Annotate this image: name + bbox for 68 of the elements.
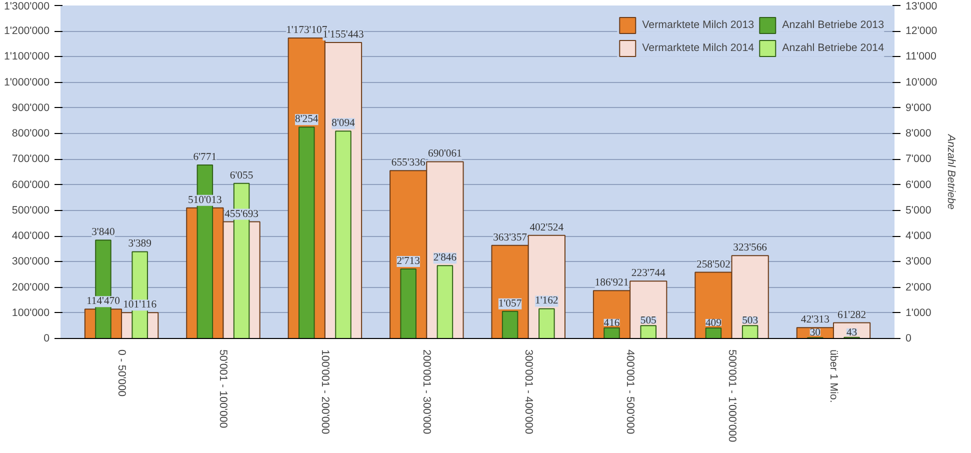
data-label: 186'921 <box>594 278 629 289</box>
data-label: 2'713 <box>396 256 420 268</box>
y2-axis-title: Anzahl Betriebe <box>945 133 958 210</box>
y2-tick-label: 7'000 <box>906 153 932 166</box>
data-label: 223'744 <box>631 268 666 280</box>
y-tick-label: 0 <box>44 332 50 344</box>
y2-tick-label: 5'000 <box>906 204 932 216</box>
y2-tick-label: 3'000 <box>906 256 932 268</box>
x-tick-label: über 1 Mio. <box>827 350 840 403</box>
y2-tick-label: 6'000 <box>906 178 932 191</box>
y-tick-label: 500'000 <box>12 204 50 216</box>
data-label: 114'470 <box>86 296 120 308</box>
legend-label: Anzahl Betriebe 2013 <box>782 19 884 31</box>
y2-tick-label: 9'000 <box>906 102 932 114</box>
data-label: 402'524 <box>530 222 564 234</box>
data-label: 3'840 <box>92 227 115 238</box>
y-tick-label: 700'000 <box>12 153 50 166</box>
data-label: 2'846 <box>433 252 458 264</box>
x-tick-label: 400'001 - 500'000 <box>624 350 636 434</box>
data-label: 510'013 <box>188 194 222 206</box>
data-label: 42'313 <box>800 314 830 326</box>
data-label: 61'282 <box>838 310 866 321</box>
data-label: 1'057 <box>498 298 522 310</box>
y-tick-label: 200'000 <box>12 281 50 294</box>
y-tick-label: 100'000 <box>12 306 50 319</box>
data-label: 8'254 <box>295 114 319 126</box>
y2-tick-label: 4'000 <box>906 230 932 242</box>
y-tick-label: 900'000 <box>12 102 50 114</box>
data-label: 363'357 <box>493 232 528 244</box>
data-label: 1'162 <box>535 296 558 307</box>
legend-label: Vermarktete Milch 2014 <box>642 42 754 54</box>
y2-tick-label: 10'000 <box>906 76 938 88</box>
x-tick-label: 0 - 50'000 <box>116 350 128 397</box>
y-tick-label: 400'000 <box>12 230 50 242</box>
y-tick-label: 1'000'000 <box>4 76 50 88</box>
y-tick-label: 1'100'000 <box>4 50 50 63</box>
data-label: 6'055 <box>230 170 254 182</box>
x-tick-label: 100'001 - 200'000 <box>318 350 331 434</box>
legend-label: Anzahl Betriebe 2014 <box>782 42 884 54</box>
data-label: 6'771 <box>193 152 217 164</box>
y2-tick-label: 13'000 <box>906 0 938 12</box>
y-tick-label: 600'000 <box>12 178 50 191</box>
x-tick-label: 200'001 - 300'000 <box>420 350 433 434</box>
data-label: 505 <box>640 316 656 327</box>
data-label: 655'336 <box>391 158 426 169</box>
data-label: 455'693 <box>224 208 258 220</box>
y2-tick-label: 11'000 <box>906 50 936 63</box>
data-label: 258'502 <box>696 259 730 270</box>
data-label: 323'566 <box>733 242 768 254</box>
y2-tick-label: 8'000 <box>906 128 932 140</box>
y-tick-label: 1'200'000 <box>4 25 50 38</box>
y-tick-label: 1'300'000 <box>4 0 50 12</box>
y-tick-label: 800'000 <box>12 128 50 140</box>
data-label: 8'094 <box>332 118 356 130</box>
data-label: 43 <box>846 327 858 338</box>
y-tick-label: 300'000 <box>12 256 50 268</box>
x-tick-label: 50'001 - 100'000 <box>217 350 230 428</box>
y2-tick-label: 2'000 <box>906 281 932 294</box>
y2-tick-label: 0 <box>906 332 912 344</box>
data-label: 690'061 <box>428 148 462 160</box>
x-tick-label: 500'001 - 1'000'000 <box>726 350 738 442</box>
data-label: 3'389 <box>128 238 152 250</box>
data-label: 503 <box>742 316 758 327</box>
data-label: 101'116 <box>123 300 158 311</box>
legend-label: Vermarktete Milch 2013 <box>642 19 754 31</box>
y2-tick-label: 1'000 <box>906 306 932 319</box>
x-tick-label: 300'001 - 400'000 <box>522 350 534 434</box>
y2-tick-label: 12'000 <box>906 25 938 38</box>
